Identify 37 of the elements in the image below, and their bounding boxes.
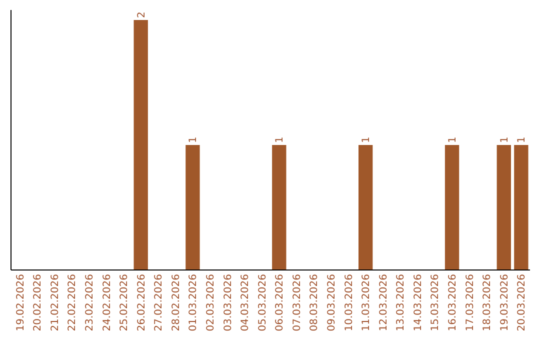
x-tick-label: 21.02.2026: [50, 274, 61, 332]
data-label: 2: [136, 12, 148, 18]
x-tick-label: 11.03.2026: [361, 274, 372, 332]
data-label: 1: [361, 136, 372, 143]
x-tick-label: 01.03.2026: [188, 274, 200, 332]
x-tick-label: 05.03.2026: [257, 274, 268, 332]
data-label: 1: [274, 136, 286, 143]
x-tick-label: 07.03.2026: [292, 274, 303, 332]
x-tick-label: 13.03.2026: [396, 274, 407, 332]
x-tick-label: 18.03.2026: [482, 274, 494, 332]
x-tick-label: 26.02.2026: [136, 274, 148, 332]
x-tick-label: 06.03.2026: [274, 274, 286, 332]
x-tick-label: 27.02.2026: [154, 274, 165, 332]
x-tick-label: 04.03.2026: [240, 274, 252, 332]
x-tick-label: 19.02.2026: [15, 274, 26, 332]
x-tick-label: 24.02.2026: [102, 274, 113, 332]
data-label: 1: [448, 136, 459, 143]
x-tick-label: 28.02.2026: [170, 274, 182, 332]
x-tick-label: 15.03.2026: [430, 274, 442, 332]
x-tick-label: 12.03.2026: [378, 274, 390, 332]
x-tick-label: 25.02.2026: [119, 274, 130, 332]
x-tick-label: 17.03.2026: [464, 274, 476, 332]
x-tick-label: 16.03.2026: [448, 274, 459, 332]
data-label: 1: [188, 136, 200, 143]
x-tick-label: 03.03.2026: [222, 274, 234, 332]
x-tick-label: 09.03.2026: [326, 274, 338, 332]
x-tick-label: 10.03.2026: [344, 274, 355, 332]
data-label: 1: [499, 136, 510, 143]
x-tick-label: 20.03.2026: [516, 274, 528, 332]
x-tick-label: 08.03.2026: [309, 274, 320, 332]
x-tick-label: 02.03.2026: [205, 274, 216, 332]
data-label: 1: [516, 136, 528, 143]
x-tick-label: 20.02.2026: [32, 274, 44, 332]
x-tick-label: 22.02.2026: [67, 274, 78, 332]
x-tick-label: 23.02.2026: [84, 274, 96, 332]
x-tick-label: 14.03.2026: [412, 274, 424, 332]
x-tick-label: 19.03.2026: [499, 274, 510, 332]
